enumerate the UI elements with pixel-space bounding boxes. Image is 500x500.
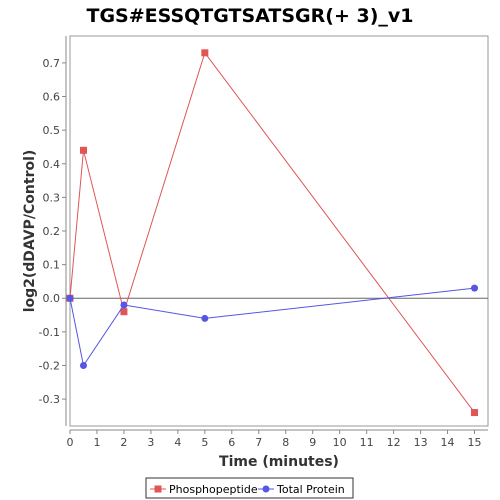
legend: Phosphopeptide Total Protein bbox=[145, 477, 354, 499]
y-tick-label: -0.3 bbox=[39, 393, 60, 406]
legend-label: Total Protein bbox=[276, 483, 345, 496]
x-tick-label: 1 bbox=[93, 436, 100, 449]
x-tick-label: 3 bbox=[147, 436, 154, 449]
y-tick-label: 0.5 bbox=[43, 124, 61, 137]
y-tick-label: -0.2 bbox=[39, 359, 60, 372]
y-tick-label: 0.0 bbox=[43, 292, 61, 305]
x-tick-label: 11 bbox=[360, 436, 374, 449]
y-tick-label: 0.1 bbox=[43, 259, 61, 272]
x-tick-label: 12 bbox=[387, 436, 401, 449]
data-point bbox=[79, 146, 87, 154]
chart-title: TGS#ESSQTGTSATSGR(+ 3)_v1 bbox=[87, 5, 414, 27]
y-tick-label: 0.6 bbox=[43, 91, 61, 104]
x-tick-label: 2 bbox=[120, 436, 127, 449]
x-axis-label: Time (minutes) bbox=[219, 454, 339, 470]
plot-area bbox=[69, 35, 489, 427]
data-point bbox=[201, 314, 209, 322]
x-tick-label: 14 bbox=[441, 436, 455, 449]
legend-box bbox=[145, 477, 354, 499]
legend-marker bbox=[154, 485, 162, 493]
x-tick-label: 10 bbox=[333, 436, 347, 449]
x-tick-label: 0 bbox=[67, 436, 74, 449]
y-axis-label: log2(dDAVP/Control) bbox=[22, 150, 38, 313]
y-tick-label: 0.7 bbox=[43, 57, 61, 70]
x-tick-label: 9 bbox=[309, 436, 316, 449]
data-point bbox=[120, 308, 128, 316]
axes: 0.70.60.50.40.30.20.10.0-0.1-0.2-0.30 1 2 3… bbox=[39, 36, 488, 449]
x-tick-label: 13 bbox=[414, 436, 428, 449]
y-tick-label: -0.1 bbox=[39, 326, 60, 339]
y-tick-label: 0.4 bbox=[43, 158, 61, 171]
x-tick-label: 5 bbox=[201, 436, 208, 449]
x-tick-label: 4 bbox=[174, 436, 181, 449]
x-tick-label: 6 bbox=[228, 436, 235, 449]
x-tick-label: 8 bbox=[282, 436, 289, 449]
series-1 bbox=[66, 284, 479, 369]
data-point bbox=[471, 284, 479, 292]
data-point bbox=[66, 294, 74, 302]
series-layer bbox=[66, 49, 479, 417]
y-tick-label: 0.2 bbox=[43, 225, 61, 238]
data-point bbox=[201, 49, 209, 57]
series-line bbox=[69, 287, 475, 367]
y-tick-label: 0.3 bbox=[43, 191, 61, 204]
x-tick-label: 15 bbox=[468, 436, 482, 449]
legend-marker bbox=[262, 485, 270, 493]
legend-label: Phosphopeptide bbox=[169, 483, 258, 496]
data-point bbox=[79, 361, 87, 369]
series-0 bbox=[66, 49, 479, 417]
data-point bbox=[471, 409, 479, 417]
series-line bbox=[69, 51, 475, 413]
data-point bbox=[120, 301, 128, 309]
x-tick-label: 7 bbox=[255, 436, 262, 449]
